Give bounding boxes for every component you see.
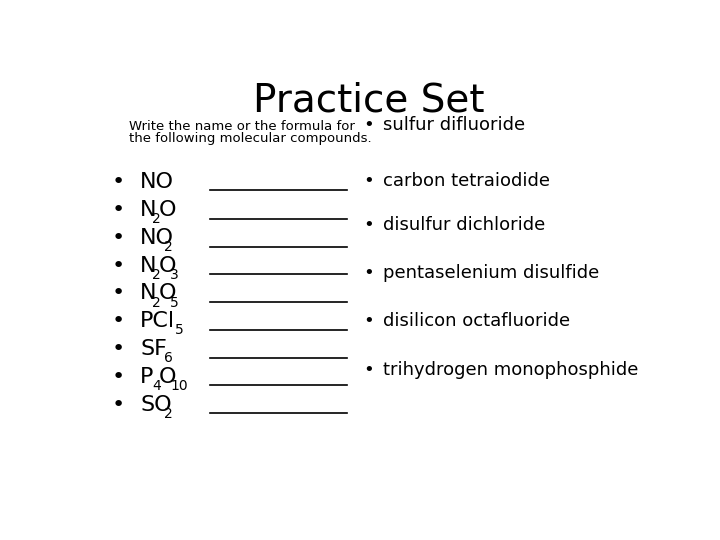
Text: •: • xyxy=(364,217,374,234)
Text: O: O xyxy=(158,284,176,303)
Text: N: N xyxy=(140,256,157,276)
Text: N: N xyxy=(140,284,157,303)
Text: P: P xyxy=(140,367,153,387)
Text: 2: 2 xyxy=(163,240,172,254)
Text: 2: 2 xyxy=(163,407,172,421)
Text: •: • xyxy=(112,284,125,303)
Text: 2: 2 xyxy=(152,295,161,309)
Text: trihydrogen monophosphide: trihydrogen monophosphide xyxy=(383,361,639,380)
Text: NO: NO xyxy=(140,172,174,192)
Text: 2: 2 xyxy=(152,212,161,226)
Text: sulfur difluoride: sulfur difluoride xyxy=(383,116,525,134)
Text: carbon tetraiodide: carbon tetraiodide xyxy=(383,172,550,190)
Text: •: • xyxy=(112,367,125,387)
Text: pentaselenium disulfide: pentaselenium disulfide xyxy=(383,264,599,282)
Text: 5: 5 xyxy=(171,295,179,309)
Text: O: O xyxy=(158,256,176,276)
Text: 5: 5 xyxy=(176,323,184,338)
Text: Practice Set: Practice Set xyxy=(253,82,485,119)
Text: SO: SO xyxy=(140,395,172,415)
Text: •: • xyxy=(112,312,125,332)
Text: the following molecular compounds.: the following molecular compounds. xyxy=(129,132,372,145)
Text: SF: SF xyxy=(140,339,167,359)
Text: 10: 10 xyxy=(171,379,188,393)
Text: •: • xyxy=(112,256,125,276)
Text: 4: 4 xyxy=(152,379,161,393)
Text: •: • xyxy=(364,312,374,330)
Text: N: N xyxy=(140,200,157,220)
Text: Write the name or the formula for: Write the name or the formula for xyxy=(129,120,355,133)
Text: disulfur dichloride: disulfur dichloride xyxy=(383,217,545,234)
Text: •: • xyxy=(364,172,374,190)
Text: O: O xyxy=(158,200,176,220)
Text: 6: 6 xyxy=(163,352,173,366)
Text: •: • xyxy=(364,264,374,282)
Text: •: • xyxy=(112,200,125,220)
Text: disilicon octafluoride: disilicon octafluoride xyxy=(383,312,570,330)
Text: 2: 2 xyxy=(152,268,161,282)
Text: •: • xyxy=(112,395,125,415)
Text: •: • xyxy=(112,339,125,359)
Text: •: • xyxy=(112,228,125,248)
Text: NO: NO xyxy=(140,228,174,248)
Text: O: O xyxy=(158,367,176,387)
Text: •: • xyxy=(364,361,374,380)
Text: PCl: PCl xyxy=(140,312,176,332)
Text: •: • xyxy=(112,172,125,192)
Text: •: • xyxy=(364,116,374,134)
Text: 3: 3 xyxy=(171,268,179,282)
